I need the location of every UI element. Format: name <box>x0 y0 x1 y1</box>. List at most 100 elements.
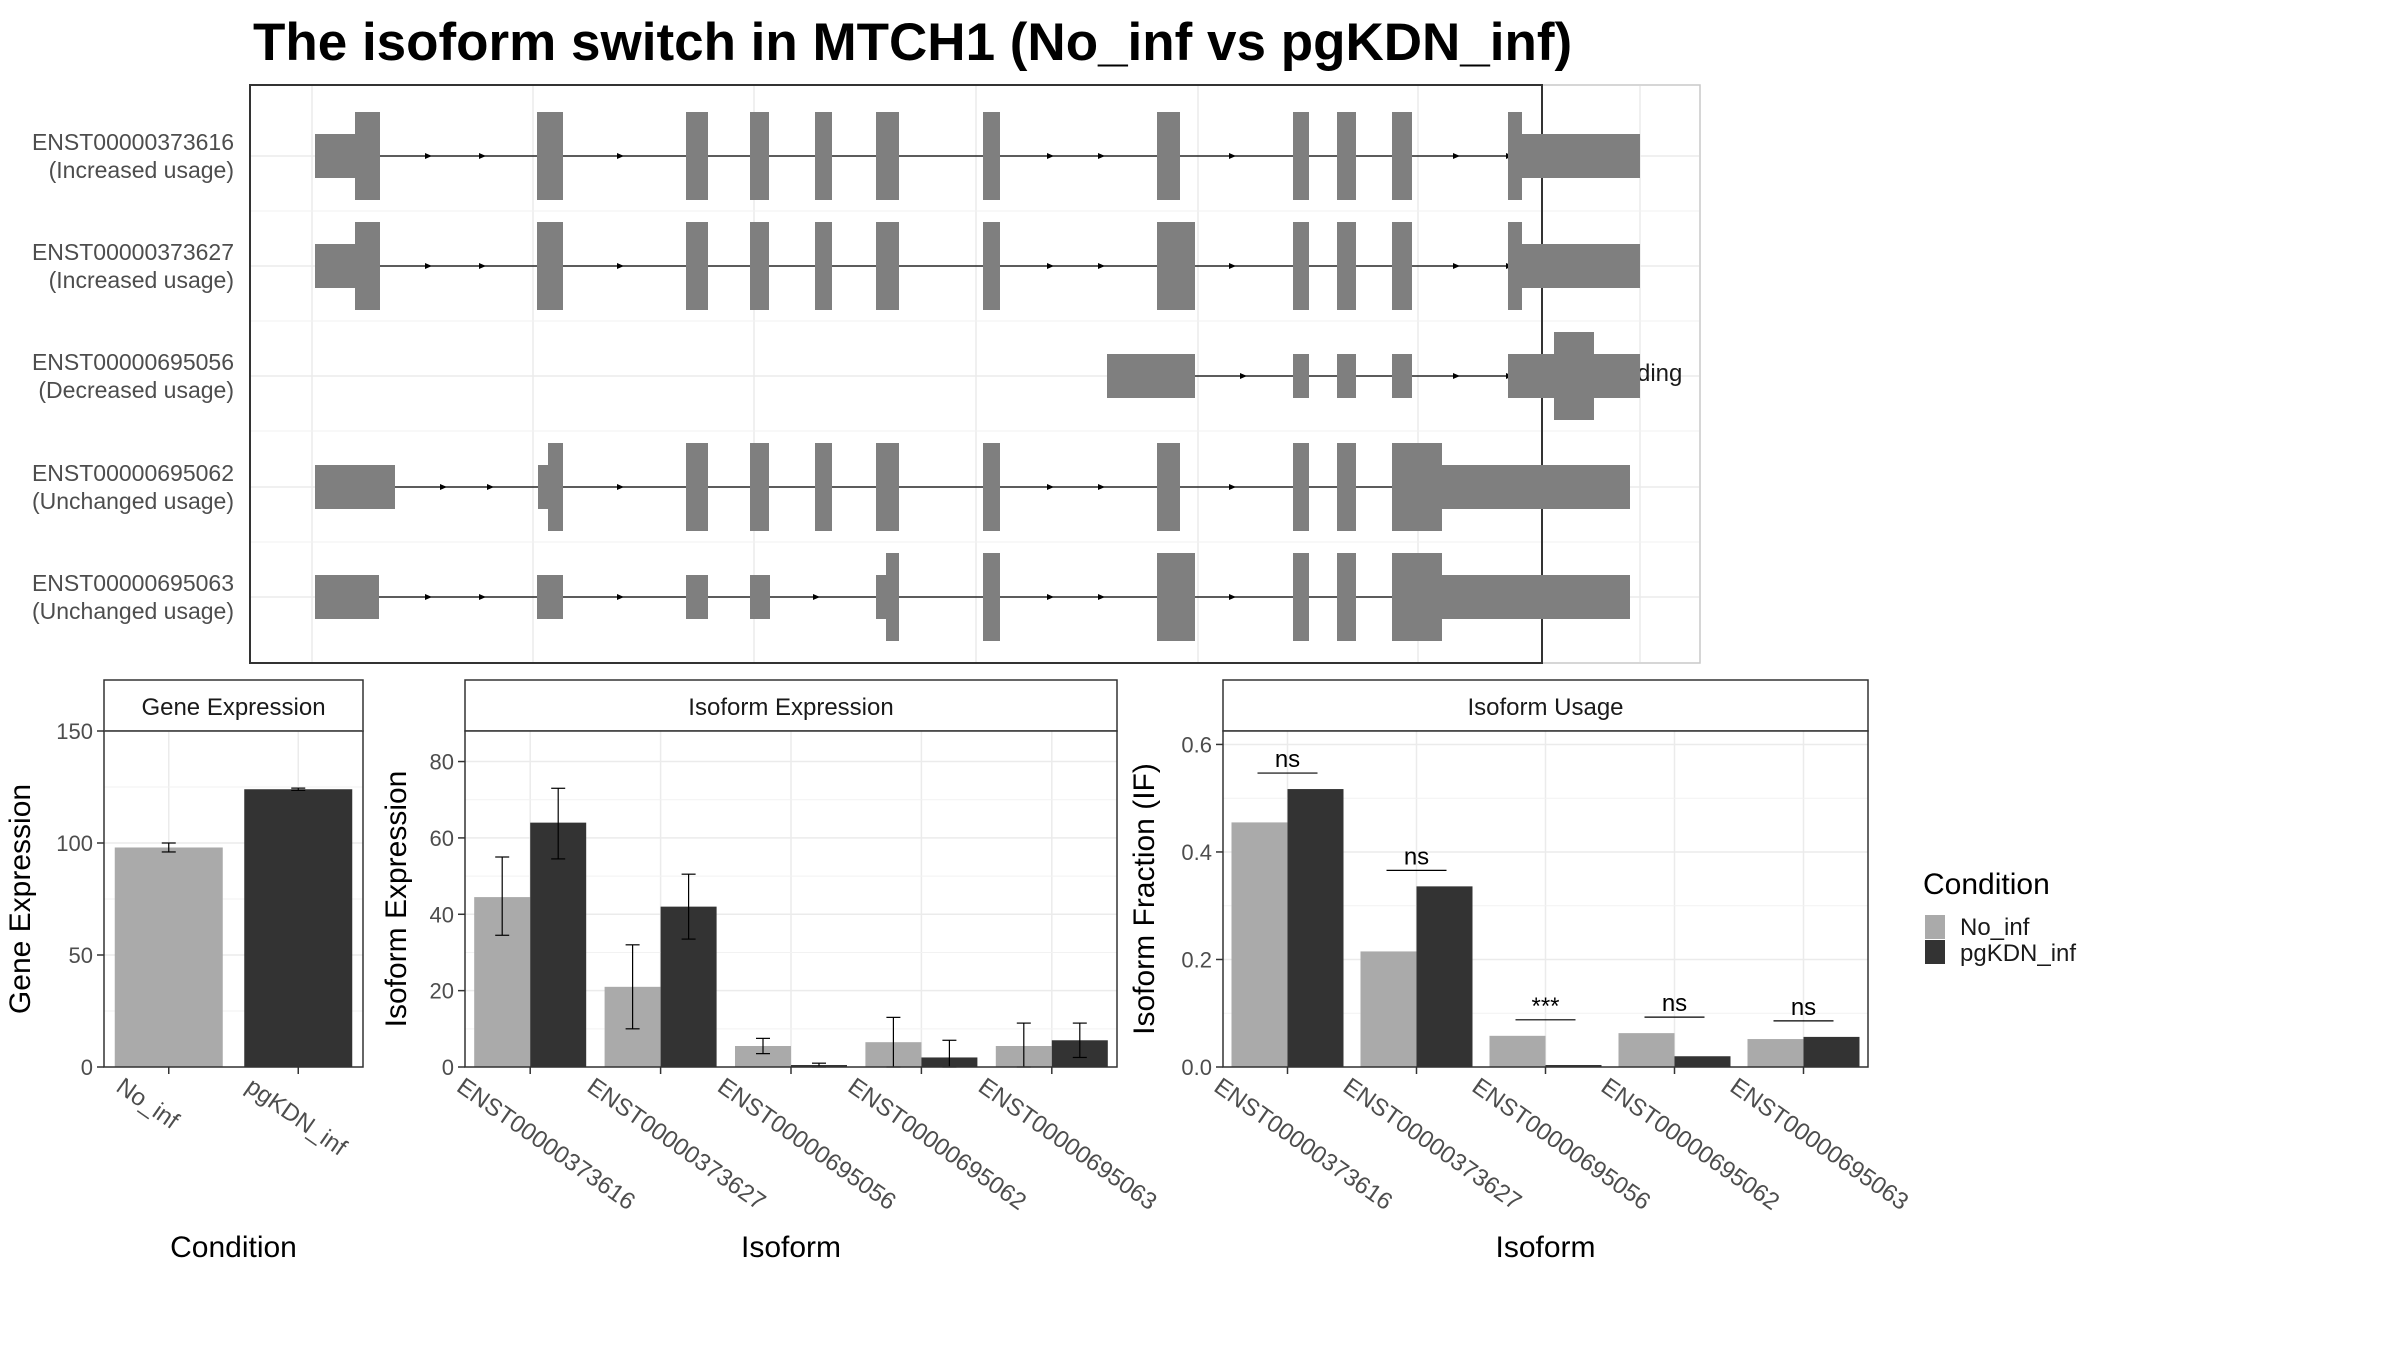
x-axis-title: Condition <box>170 1231 297 1264</box>
strand-arrow <box>479 594 486 600</box>
coding-exon <box>1157 443 1180 531</box>
coding-exon <box>1157 553 1195 641</box>
transcript-usage-label: (Increased usage) <box>49 267 234 293</box>
strand-arrow <box>617 594 624 600</box>
y-tick-label: 60 <box>430 826 454 851</box>
y-tick-label: 100 <box>56 831 93 856</box>
strand-arrow <box>1098 484 1105 490</box>
legend: Condition No_inf pgKDN_inf <box>1923 868 2076 967</box>
coding-exon <box>1337 222 1356 310</box>
utr-exon <box>1392 354 1412 398</box>
x-tick-label: pgKDN_inf <box>241 1073 352 1162</box>
bar <box>1489 1035 1546 1067</box>
bar <box>1231 822 1288 1067</box>
coding-exon <box>686 443 708 531</box>
utr-exon <box>876 575 886 619</box>
facet-strip <box>464 679 1118 732</box>
strand-arrow <box>1229 594 1236 600</box>
legend-title: Condition <box>1923 868 2050 901</box>
coding-exon <box>750 222 769 310</box>
legend-swatch-no-inf <box>1925 915 1945 939</box>
y-tick-label: 0.0 <box>1181 1055 1212 1080</box>
y-axis-title: Isoform Fraction (IF) <box>1128 763 1161 1035</box>
bar <box>114 847 223 1067</box>
strand-arrow <box>1453 373 1460 379</box>
strand-arrow <box>1240 373 1247 379</box>
transcript-id-label: ENST00000695056 <box>32 349 234 375</box>
x-axis-title: Isoform <box>1495 1231 1595 1264</box>
legend-label-no-inf: No_inf <box>1960 914 2030 941</box>
transcript-row <box>315 222 1640 310</box>
coding-exon <box>886 553 899 641</box>
transcript-id-label: ENST00000695063 <box>32 570 234 596</box>
coding-exon <box>1293 112 1309 200</box>
utr-exon <box>1293 354 1309 398</box>
strand-arrow <box>1047 484 1054 490</box>
transcript-labels: ENST00000373616 (Increased usage) ENST0000… <box>32 129 234 624</box>
strand-arrow <box>1229 484 1236 490</box>
facet-strip-label: Isoform Usage <box>1467 694 1623 721</box>
strand-arrow <box>479 153 486 159</box>
y-axis-title: Isoform Expression <box>380 771 413 1028</box>
transcript-usage-label: (Unchanged usage) <box>32 598 234 624</box>
utr-exon <box>315 465 395 509</box>
coding-exon <box>355 222 380 310</box>
transcript-rows <box>315 112 1640 641</box>
coding-exon <box>750 443 769 531</box>
y-tick-label: 150 <box>56 719 93 744</box>
significance-label: ns <box>1404 843 1429 870</box>
strand-arrow <box>1047 153 1054 159</box>
coding-exon <box>1508 222 1522 310</box>
transcript-id-label: ENST00000373616 <box>32 129 234 155</box>
legend-swatch-pgkdn-inf <box>1925 940 1945 964</box>
bar <box>735 1046 791 1067</box>
gene-expression-chart: Gene Expression 0 50 100 150 No_inf pgKDN_inf C… <box>4 679 364 1264</box>
strand-arrow <box>617 153 624 159</box>
bar <box>1287 789 1344 1067</box>
coding-exon <box>1554 332 1594 420</box>
y-axis-title: Gene Expression <box>4 784 37 1014</box>
coding-exon <box>1508 112 1522 200</box>
plot-border <box>103 730 364 1068</box>
strand-arrow <box>487 484 494 490</box>
strand-arrow <box>425 263 432 269</box>
strand-arrow <box>1047 263 1054 269</box>
coding-exon <box>750 112 769 200</box>
strand-arrow <box>1098 263 1105 269</box>
coding-exon <box>876 222 899 310</box>
y-tick-label: 0 <box>81 1055 93 1080</box>
utr-exon <box>1508 354 1554 398</box>
coding-exon <box>815 443 832 531</box>
bar <box>530 822 587 1067</box>
utr-exon <box>538 465 548 509</box>
y-tick-label: 0.2 <box>1181 947 1212 972</box>
coding-exon <box>1293 553 1309 641</box>
coding-exon <box>815 222 832 310</box>
facet-strip <box>1222 679 1869 732</box>
strand-arrow <box>1098 153 1105 159</box>
utr-exon <box>1442 465 1630 509</box>
coding-exon <box>537 222 563 310</box>
coding-exon <box>355 112 380 200</box>
facet-strip-label: Isoform Expression <box>688 694 893 721</box>
coding-exon <box>1337 553 1356 641</box>
utr-exon <box>686 575 708 619</box>
utr-exon <box>315 575 379 619</box>
x-tick-label: No_inf <box>111 1073 184 1135</box>
bar <box>1360 951 1417 1067</box>
bar <box>1416 886 1473 1067</box>
strand-arrow <box>1453 263 1460 269</box>
coding-exon <box>1392 553 1442 641</box>
transcript-usage-label: (Unchanged usage) <box>32 488 234 514</box>
facet-strip-label: Gene Expression <box>141 694 325 721</box>
strand-arrow <box>617 263 624 269</box>
coding-exon <box>1337 112 1356 200</box>
bar <box>1545 1065 1602 1067</box>
significance-label: ns <box>1791 994 1816 1021</box>
transcript-row <box>315 553 1630 641</box>
utr-exon <box>537 575 563 619</box>
y-tick-label: 20 <box>430 979 454 1004</box>
y-tick-label: 80 <box>430 750 454 775</box>
